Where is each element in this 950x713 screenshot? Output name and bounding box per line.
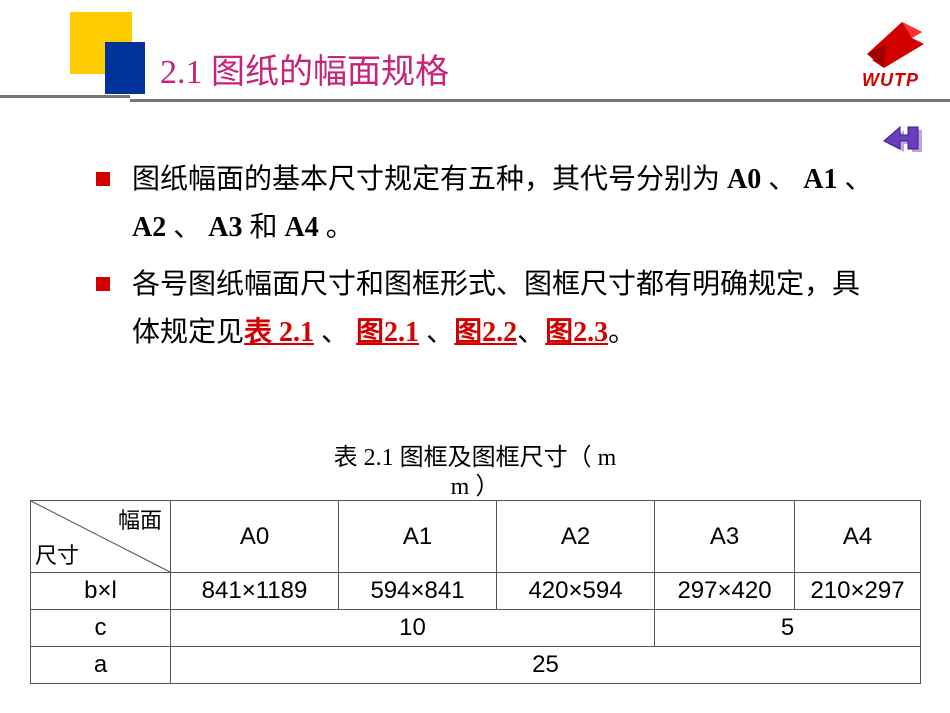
- sep: 、: [517, 317, 545, 348]
- sep: 、: [419, 317, 454, 348]
- table-row: b×l 841×1189 594×841 420×594 297×420 210…: [31, 573, 921, 610]
- col-a4: A4: [795, 501, 921, 573]
- back-button[interactable]: [882, 122, 926, 160]
- table-caption-line1: 表 2.1 图框及图框尺寸（ m: [334, 445, 617, 471]
- bullet-1: 图纸幅面的基本尺寸规定有五种，其代号分别为 A0 、 A1 、 A2 、 A3 …: [96, 156, 886, 251]
- cell: 420×594: [497, 573, 655, 610]
- table-row: a 25: [31, 647, 921, 684]
- bullet-1-post: 。: [319, 212, 354, 243]
- code-a4: A4: [285, 212, 319, 243]
- code-a0: A0: [727, 164, 761, 195]
- table-row-header: 幅面 尺寸 A0 A1 A2 A3 A4: [31, 501, 921, 573]
- paper-size-table: 幅面 尺寸 A0 A1 A2 A3 A4 b×l 841×1189 594×84…: [30, 500, 920, 684]
- deco-line-upper: [0, 95, 130, 98]
- row-label-c: c: [31, 610, 171, 647]
- table-row: c 10 5: [31, 610, 921, 647]
- code-a2: A2: [132, 212, 166, 243]
- cell: 5: [655, 610, 921, 647]
- bullet-1-pre: 图纸幅面的基本尺寸规定有五种，其代号分别为: [132, 164, 727, 195]
- cell: 594×841: [339, 573, 497, 610]
- corner-label-bottom: 尺寸: [35, 538, 79, 570]
- logo-text: WUTP: [843, 70, 938, 91]
- sep: 、: [314, 317, 356, 348]
- col-a2: A2: [497, 501, 655, 573]
- cell: 841×1189: [171, 573, 339, 610]
- link-table-2-1[interactable]: 表 2.1: [244, 317, 314, 348]
- link-fig-2-2[interactable]: 图2.2: [454, 317, 517, 348]
- col-a1: A1: [339, 501, 497, 573]
- col-a3: A3: [655, 501, 795, 573]
- corner-label-top: 幅面: [118, 503, 162, 535]
- cell: 10: [171, 610, 655, 647]
- table: 幅面 尺寸 A0 A1 A2 A3 A4 b×l 841×1189 594×84…: [30, 500, 921, 684]
- code-a1: A1: [803, 164, 837, 195]
- cell: 25: [171, 647, 921, 684]
- cell: 297×420: [655, 573, 795, 610]
- deco-square-blue: [105, 42, 145, 94]
- sep: 和: [242, 212, 284, 243]
- table-caption-line2: m ）: [451, 474, 500, 500]
- deco-line-lower: [130, 99, 950, 102]
- back-arrow-icon: [882, 122, 926, 160]
- bullet-2-post: 。: [608, 317, 636, 348]
- table-caption: 表 2.1 图框及图框尺寸（ m m ）: [0, 444, 950, 502]
- cell: 210×297: [795, 573, 921, 610]
- page-title: 2.1 图纸的幅面规格: [160, 44, 449, 93]
- col-a0: A0: [171, 501, 339, 573]
- wutp-logo: WUTP: [843, 14, 938, 91]
- code-a3: A3: [208, 212, 242, 243]
- row-label-bl: b×l: [31, 573, 171, 610]
- sep: 、: [166, 212, 208, 243]
- table-corner-cell: 幅面 尺寸: [31, 501, 171, 573]
- row-label-a: a: [31, 647, 171, 684]
- link-fig-2-3[interactable]: 图2.3: [545, 317, 608, 348]
- slide-header-deco: [0, 0, 950, 110]
- sep: 、: [838, 164, 873, 195]
- link-fig-2-1[interactable]: 图2.1: [356, 317, 419, 348]
- bullet-2: 各号图纸幅面尺寸和图框形式、图框尺寸都有明确规定，具体规定见表 2.1 、 图2…: [96, 261, 886, 356]
- sep: 、: [761, 164, 803, 195]
- logo-mark-icon: [852, 14, 930, 70]
- body-content: 图纸幅面的基本尺寸规定有五种，其代号分别为 A0 、 A1 、 A2 、 A3 …: [96, 156, 886, 366]
